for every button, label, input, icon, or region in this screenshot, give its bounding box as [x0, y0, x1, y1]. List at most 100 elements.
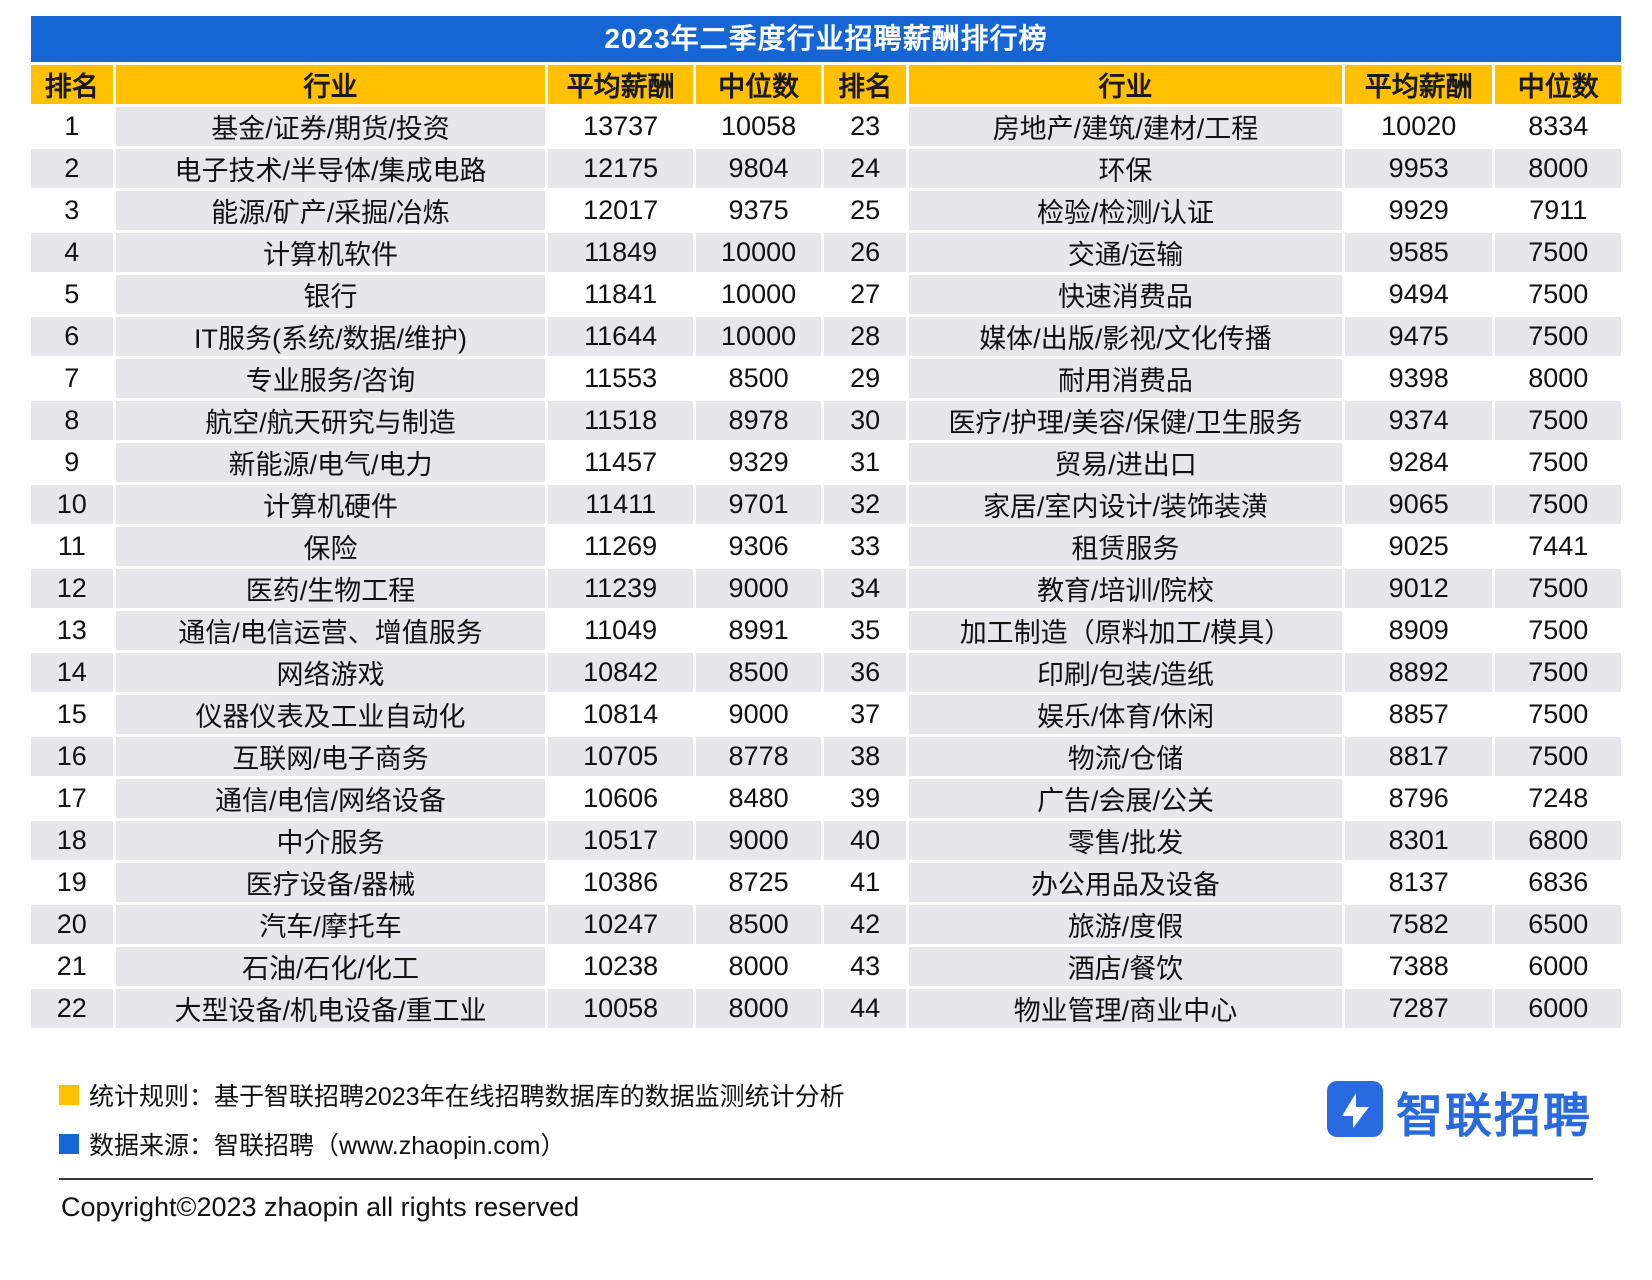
avg-salary-cell: 9953: [1344, 149, 1493, 188]
avg-salary-cell: 11518: [548, 401, 693, 440]
table-row: 8 航空/航天研究与制造 11518 8978 30 医疗/护理/美容/保健/卫生服务 93…: [31, 401, 1621, 440]
rank-cell: 15: [31, 695, 113, 734]
page-title: 2023年二季度行业招聘薪酬排行榜: [31, 16, 1621, 62]
industry-cell: 媒体/出版/影视/文化传播: [908, 317, 1342, 356]
avg-salary-header: 平均薪酬: [1344, 65, 1493, 104]
median-cell: 9000: [695, 695, 822, 734]
avg-salary-cell: 8892: [1344, 653, 1493, 692]
median-cell: 9375: [695, 191, 822, 230]
rank-cell: 37: [824, 695, 906, 734]
industry-cell: 加工制造（原料加工/模具）: [908, 611, 1342, 650]
table-row: 17 通信/电信/网络设备 10606 8480 39 广告/会展/公关 8796 7248: [31, 779, 1621, 818]
avg-salary-cell: 13737: [548, 107, 693, 146]
avg-salary-cell: 9374: [1344, 401, 1493, 440]
median-cell: 6500: [1495, 905, 1621, 944]
rank-cell: 39: [824, 779, 906, 818]
median-cell: 9804: [695, 149, 822, 188]
median-cell: 10000: [695, 275, 822, 314]
rank-cell: 18: [31, 821, 113, 860]
avg-salary-cell: 10020: [1344, 107, 1493, 146]
table-row: 16 互联网/电子商务 10705 8778 38 物流/仓储 8817 7500: [31, 737, 1621, 776]
median-cell: 7500: [1495, 233, 1621, 272]
industry-cell: 房地产/建筑/建材/工程: [908, 107, 1342, 146]
rank-header: 排名: [31, 65, 113, 104]
median-cell: 8500: [695, 359, 822, 398]
avg-salary-cell: 9494: [1344, 275, 1493, 314]
avg-salary-cell: 9012: [1344, 569, 1493, 608]
median-cell: 8000: [695, 947, 822, 986]
avg-salary-cell: 8301: [1344, 821, 1493, 860]
rank-cell: 30: [824, 401, 906, 440]
table-row: 10 计算机硬件 11411 9701 32 家居/室内设计/装饰装潢 9065 7500: [31, 485, 1621, 524]
zhaopin-logo-text: 智联招聘: [1396, 1089, 1592, 1142]
industry-cell: 新能源/电气/电力: [115, 443, 546, 482]
rank-cell: 1: [31, 107, 113, 146]
industry-cell: 专业服务/咨询: [115, 359, 546, 398]
avg-salary-cell: 9585: [1344, 233, 1493, 272]
rank-cell: 27: [824, 275, 906, 314]
avg-salary-cell: 11239: [548, 569, 693, 608]
avg-salary-cell: 11457: [548, 443, 693, 482]
median-cell: 8000: [695, 989, 822, 1028]
median-cell: 7248: [1495, 779, 1621, 818]
avg-salary-cell: 8857: [1344, 695, 1493, 734]
avg-salary-cell: 10238: [548, 947, 693, 986]
median-cell: 8500: [695, 653, 822, 692]
industry-cell: 贸易/进出口: [908, 443, 1342, 482]
rank-cell: 44: [824, 989, 906, 1028]
median-cell: 7500: [1495, 443, 1621, 482]
avg-salary-cell: 12017: [548, 191, 693, 230]
avg-salary-cell: 11849: [548, 233, 693, 272]
avg-salary-cell: 9398: [1344, 359, 1493, 398]
table-row: 4 计算机软件 11849 10000 26 交通/运输 9585 7500: [31, 233, 1621, 272]
industry-cell: 通信/电信/网络设备: [115, 779, 546, 818]
median-cell: 8725: [695, 863, 822, 902]
avg-salary-cell: 7582: [1344, 905, 1493, 944]
industry-cell: 旅游/度假: [908, 905, 1342, 944]
rank-cell: 14: [31, 653, 113, 692]
rank-cell: 35: [824, 611, 906, 650]
industry-cell: 家居/室内设计/装饰装潢: [908, 485, 1342, 524]
avg-salary-cell: 10606: [548, 779, 693, 818]
rank-cell: 36: [824, 653, 906, 692]
industry-cell: 计算机软件: [115, 233, 546, 272]
table-row: 9 新能源/电气/电力 11457 9329 31 贸易/进出口 9284 7500: [31, 443, 1621, 482]
table-body: 1 基金/证券/期货/投资 13737 10058 23 房地产/建筑/建材/工程 1002…: [31, 107, 1621, 1028]
median-cell: 10000: [695, 233, 822, 272]
rank-cell: 29: [824, 359, 906, 398]
table-row: 22 大型设备/机电设备/重工业 10058 8000 44 物业管理/商业中心 7287 6…: [31, 989, 1621, 1028]
rank-cell: 17: [31, 779, 113, 818]
industry-cell: 物流/仓储: [908, 737, 1342, 776]
median-cell: 9306: [695, 527, 822, 566]
rank-cell: 16: [31, 737, 113, 776]
industry-cell: 娱乐/体育/休闲: [908, 695, 1342, 734]
median-cell: 7500: [1495, 485, 1621, 524]
industry-cell: 广告/会展/公关: [908, 779, 1342, 818]
copyright-text: Copyright©2023 zhaopin all rights reserv…: [61, 1192, 580, 1222]
avg-salary-cell: 10247: [548, 905, 693, 944]
table-row: 15 仪器仪表及工业自动化 10814 9000 37 娱乐/体育/休闲 8857 7500: [31, 695, 1621, 734]
industry-cell: 检验/检测/认证: [908, 191, 1342, 230]
industry-cell: 能源/矿产/采掘/冶炼: [115, 191, 546, 230]
rank-cell: 32: [824, 485, 906, 524]
industry-cell: 环保: [908, 149, 1342, 188]
industry-cell: 仪器仪表及工业自动化: [115, 695, 546, 734]
table-row: 7 专业服务/咨询 11553 8500 29 耐用消费品 9398 8000: [31, 359, 1621, 398]
rank-cell: 23: [824, 107, 906, 146]
industry-cell: 零售/批发: [908, 821, 1342, 860]
median-cell: 7441: [1495, 527, 1621, 566]
rank-cell: 2: [31, 149, 113, 188]
median-cell: 10000: [695, 317, 822, 356]
yellow-square-icon: [59, 1085, 79, 1105]
median-header: 中位数: [695, 65, 822, 104]
divider: [59, 1178, 1593, 1180]
avg-salary-cell: 11553: [548, 359, 693, 398]
rank-cell: 28: [824, 317, 906, 356]
rank-cell: 4: [31, 233, 113, 272]
rank-cell: 3: [31, 191, 113, 230]
avg-salary-cell: 12175: [548, 149, 693, 188]
industry-cell: 交通/运输: [908, 233, 1342, 272]
industry-cell: 航空/航天研究与制造: [115, 401, 546, 440]
industry-cell: 医药/生物工程: [115, 569, 546, 608]
rank-cell: 6: [31, 317, 113, 356]
